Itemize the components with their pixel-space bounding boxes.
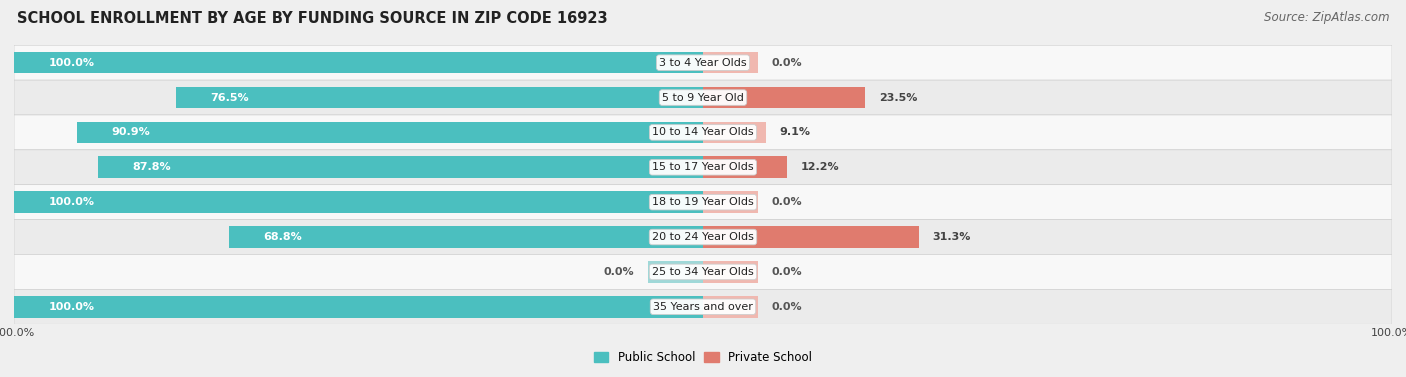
Text: 0.0%: 0.0%	[772, 197, 803, 207]
Text: 20 to 24 Year Olds: 20 to 24 Year Olds	[652, 232, 754, 242]
Text: 18 to 19 Year Olds: 18 to 19 Year Olds	[652, 197, 754, 207]
Text: 3 to 4 Year Olds: 3 to 4 Year Olds	[659, 58, 747, 68]
FancyBboxPatch shape	[14, 150, 1392, 185]
Text: 5 to 9 Year Old: 5 to 9 Year Old	[662, 92, 744, 103]
Text: 0.0%: 0.0%	[603, 267, 634, 277]
Text: 87.8%: 87.8%	[132, 162, 172, 172]
Text: 0.0%: 0.0%	[772, 58, 803, 68]
Text: 100.0%: 100.0%	[48, 197, 94, 207]
FancyBboxPatch shape	[14, 185, 1392, 219]
Text: 9.1%: 9.1%	[779, 127, 810, 138]
FancyBboxPatch shape	[14, 80, 1392, 115]
FancyBboxPatch shape	[14, 45, 1392, 80]
Text: SCHOOL ENROLLMENT BY AGE BY FUNDING SOURCE IN ZIP CODE 16923: SCHOOL ENROLLMENT BY AGE BY FUNDING SOUR…	[17, 11, 607, 26]
Bar	[648, 261, 703, 283]
Bar	[77, 122, 703, 143]
Text: 35 Years and over: 35 Years and over	[652, 302, 754, 312]
Bar	[703, 261, 758, 283]
Text: Source: ZipAtlas.com: Source: ZipAtlas.com	[1264, 11, 1389, 24]
Bar	[229, 226, 703, 248]
Text: 0.0%: 0.0%	[772, 302, 803, 312]
Text: 0.0%: 0.0%	[772, 267, 803, 277]
Text: 100.0%: 100.0%	[48, 302, 94, 312]
Text: 100.0%: 100.0%	[48, 58, 94, 68]
Text: 76.5%: 76.5%	[211, 92, 249, 103]
Text: 25 to 34 Year Olds: 25 to 34 Year Olds	[652, 267, 754, 277]
Bar	[703, 296, 758, 317]
Text: 23.5%: 23.5%	[879, 92, 917, 103]
Bar	[703, 52, 758, 74]
Text: 68.8%: 68.8%	[263, 232, 302, 242]
Text: 90.9%: 90.9%	[111, 127, 150, 138]
Bar	[703, 87, 865, 108]
Legend: Public School, Private School: Public School, Private School	[589, 346, 817, 369]
FancyBboxPatch shape	[14, 254, 1392, 290]
FancyBboxPatch shape	[14, 219, 1392, 254]
Bar	[14, 296, 703, 317]
Bar	[703, 226, 918, 248]
Text: 12.2%: 12.2%	[801, 162, 839, 172]
Bar	[14, 52, 703, 74]
FancyBboxPatch shape	[14, 115, 1392, 150]
Bar	[703, 156, 787, 178]
FancyBboxPatch shape	[14, 290, 1392, 324]
Bar	[176, 87, 703, 108]
Bar	[14, 192, 703, 213]
Bar	[703, 122, 766, 143]
Bar	[703, 192, 758, 213]
Text: 15 to 17 Year Olds: 15 to 17 Year Olds	[652, 162, 754, 172]
Bar	[98, 156, 703, 178]
Text: 31.3%: 31.3%	[932, 232, 970, 242]
Text: 10 to 14 Year Olds: 10 to 14 Year Olds	[652, 127, 754, 138]
